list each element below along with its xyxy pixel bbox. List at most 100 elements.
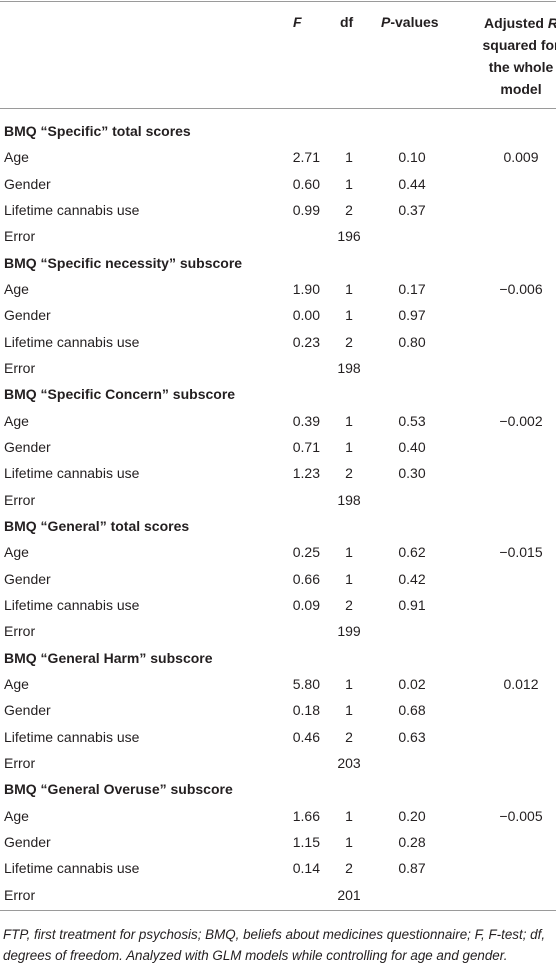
row-label: Error [4, 491, 36, 508]
cell-df: 1 [345, 175, 353, 192]
cell-f: 0.23 [292, 333, 320, 350]
cell-p: 0.80 [398, 333, 426, 350]
row-label: Lifetime cannabis use [4, 201, 140, 218]
cell-p: 0.30 [398, 465, 426, 482]
cell-p: 0.37 [398, 201, 426, 218]
cell-df: 1 [345, 307, 353, 324]
cell-f: 0.71 [292, 438, 320, 455]
top-rule [0, 1, 556, 2]
header-f: F [293, 14, 302, 30]
cell-df: 2 [345, 201, 353, 218]
cell-f: 0.46 [292, 728, 320, 745]
cell-adj: 0.009 [503, 149, 539, 166]
section-title: BMQ “Specific” total scores [4, 123, 191, 139]
cell-df: 1 [345, 570, 353, 587]
cell-f: 0.25 [292, 544, 320, 561]
bottom-rule [0, 910, 556, 911]
cell-p: 0.17 [398, 280, 426, 297]
section-title: BMQ “General” total scores [4, 517, 190, 534]
cell-df: 2 [345, 333, 353, 350]
cell-df: 199 [337, 623, 361, 640]
cell-f: 2.71 [292, 149, 320, 166]
row-label: Error [4, 623, 36, 640]
cell-p: 0.10 [398, 149, 426, 166]
cell-adj: −0.015 [499, 544, 543, 561]
row-label: Lifetime cannabis use [4, 860, 140, 877]
cell-df: 196 [337, 228, 361, 245]
cell-p: 0.42 [398, 570, 426, 587]
cell-df: 2 [345, 465, 353, 482]
cell-p: 0.87 [398, 860, 426, 877]
header-adjusted: Adjusted R squared for the whole model [471, 12, 556, 100]
row-label: Lifetime cannabis use [4, 465, 140, 482]
cell-df: 1 [345, 438, 353, 455]
cell-df: 2 [345, 596, 353, 613]
header-rule [0, 108, 556, 109]
cell-adj: −0.005 [499, 807, 543, 824]
row-label: Gender [4, 570, 51, 587]
footnote: FTP, first treatment for psychosis; BMQ,… [3, 927, 546, 963]
row-label: Gender [4, 438, 51, 455]
cell-adj: −0.006 [499, 280, 543, 297]
cell-df: 1 [345, 280, 353, 297]
header-p-italic: P [381, 14, 391, 30]
cell-p: 0.91 [398, 596, 426, 613]
row-label: Age [4, 412, 29, 429]
cell-p: 0.40 [398, 438, 426, 455]
cell-f: 0.09 [292, 596, 320, 613]
cell-df: 1 [345, 807, 353, 824]
header-adj-pre: Adjusted [484, 15, 544, 31]
cell-p: 0.20 [398, 807, 426, 824]
cell-f: 0.66 [292, 570, 320, 587]
row-label: Age [4, 544, 29, 561]
cell-p: 0.53 [398, 412, 426, 429]
cell-p: 0.63 [398, 728, 426, 745]
section-title: BMQ “General Harm” subscore [4, 649, 213, 666]
cell-p: 0.28 [398, 833, 426, 850]
section-title: BMQ “Specific necessity” subscore [4, 254, 243, 271]
cell-df: 1 [345, 675, 353, 692]
cell-p: 0.62 [398, 544, 426, 561]
header-p-rest: -values [390, 14, 439, 30]
cell-f: 0.99 [292, 201, 320, 218]
row-label: Lifetime cannabis use [4, 333, 140, 350]
row-label: Gender [4, 833, 51, 850]
row-label: Age [4, 807, 29, 824]
cell-f: 0.39 [292, 412, 320, 429]
cell-f: 0.18 [292, 702, 320, 719]
row-label: Gender [4, 307, 51, 324]
header-df: df [340, 14, 354, 30]
cell-p: 0.97 [398, 307, 426, 324]
header-p: P-values [381, 12, 439, 32]
cell-f: 0.14 [292, 860, 320, 877]
row-label: Error [4, 886, 36, 903]
cell-df: 2 [345, 860, 353, 877]
cell-f: 0.60 [292, 175, 320, 192]
row-label: Age [4, 675, 29, 692]
cell-df: 1 [345, 833, 353, 850]
row-label: Age [4, 280, 29, 297]
cell-adj: −0.002 [499, 412, 543, 429]
row-label: Gender [4, 175, 51, 192]
cell-f: 1.66 [292, 807, 320, 824]
cell-f: 5.80 [292, 675, 320, 692]
row-label: Age [4, 149, 29, 166]
section-title: BMQ “General Overuse” subscore [4, 781, 233, 798]
header-adj-italic: R [548, 15, 556, 31]
cell-df: 198 [337, 491, 361, 508]
cell-df: 1 [345, 544, 353, 561]
row-label: Lifetime cannabis use [4, 728, 140, 745]
cell-df: 198 [337, 359, 361, 376]
cell-df: 1 [345, 149, 353, 166]
cell-df: 203 [337, 754, 361, 771]
cell-df: 2 [345, 728, 353, 745]
cell-f: 1.15 [292, 833, 320, 850]
header-adj-post: squared for the whole model [482, 37, 556, 97]
cell-df: 1 [345, 702, 353, 719]
cell-p: 0.44 [398, 175, 426, 192]
cell-p: 0.68 [398, 702, 426, 719]
row-label: Lifetime cannabis use [4, 596, 140, 613]
cell-f: 0.00 [292, 307, 320, 324]
section-title: BMQ “Specific Concern” subscore [4, 386, 236, 403]
